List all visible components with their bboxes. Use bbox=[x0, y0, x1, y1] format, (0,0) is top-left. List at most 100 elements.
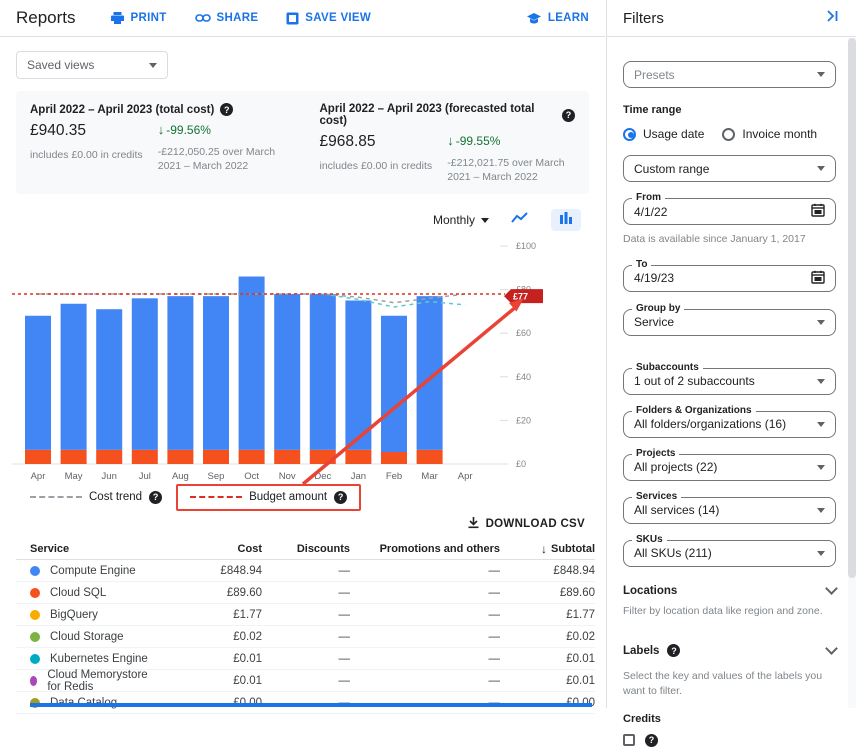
series-color-dot bbox=[30, 566, 40, 576]
printer-icon bbox=[110, 11, 125, 25]
scrollbar-thumb[interactable] bbox=[848, 38, 856, 578]
cost-chart-section: £0£20£40£60£80£100AprMayJunJulAugSepOctN… bbox=[0, 232, 605, 512]
compare-note: -£212,050.25 over March 2021 – March 202… bbox=[158, 145, 286, 173]
svg-text:£40: £40 bbox=[516, 372, 531, 382]
column-discounts[interactable]: Discounts bbox=[262, 543, 350, 555]
labels-section-toggle[interactable]: Labels bbox=[623, 644, 836, 657]
chart-controls: Monthly bbox=[24, 208, 581, 232]
to-date-field[interactable]: To 4/19/23 bbox=[623, 265, 836, 292]
save-view-button[interactable]: SAVE VIEW bbox=[286, 12, 371, 25]
calendar-icon[interactable] bbox=[811, 203, 825, 220]
svg-text:Apr: Apr bbox=[31, 471, 46, 482]
card-title: April 2022 – April 2023 (total cost) bbox=[30, 104, 214, 116]
svg-text:Aug: Aug bbox=[172, 471, 189, 482]
svg-text:May: May bbox=[65, 471, 83, 482]
locations-section-toggle[interactable]: Locations bbox=[623, 585, 836, 597]
labels-note: Select the key and values of the labels … bbox=[623, 669, 836, 698]
download-csv-button[interactable]: DOWNLOAD CSV bbox=[467, 516, 585, 532]
compare-note: -£212,021.75 over March 2021 – March 202… bbox=[447, 156, 575, 184]
saved-views-select[interactable]: Saved views bbox=[16, 51, 168, 79]
change-percent: -99.55% bbox=[456, 134, 501, 148]
total-cost-card: April 2022 – April 2023 (total cost) £94… bbox=[30, 103, 286, 184]
column-subtotal[interactable]: Subtotal bbox=[500, 542, 595, 556]
range-type-select[interactable]: Custom range bbox=[623, 155, 836, 182]
svg-text:£20: £20 bbox=[516, 416, 531, 426]
svg-text:Jul: Jul bbox=[139, 471, 151, 482]
download-icon bbox=[467, 516, 480, 532]
change-percent: -99.56% bbox=[166, 123, 211, 137]
services-table-body: Compute Engine £848.94 — — £848.94 Cloud… bbox=[16, 560, 595, 714]
help-icon[interactable] bbox=[149, 491, 162, 504]
graduation-cap-icon bbox=[526, 12, 542, 25]
services-select[interactable]: Services All services (14) bbox=[623, 497, 836, 524]
reports-panel: Reports PRINT SHARE SAVE VIEW LEARN Save… bbox=[0, 0, 605, 708]
column-promotions[interactable]: Promotions and others bbox=[350, 543, 500, 555]
svg-text:£100: £100 bbox=[516, 241, 536, 251]
table-row[interactable]: Cloud Memorystore for Redis £0.01 — — £0… bbox=[16, 670, 595, 692]
table-row[interactable]: Cloud SQL £89.60 — — £89.60 bbox=[16, 582, 595, 604]
series-color-dot bbox=[30, 588, 40, 598]
filters-scrollbar[interactable] bbox=[848, 38, 856, 708]
help-icon[interactable] bbox=[220, 103, 233, 116]
svg-text:Sep: Sep bbox=[208, 471, 225, 482]
table-row[interactable]: Cloud Storage £0.02 — — £0.02 bbox=[16, 626, 595, 648]
cost-chart[interactable]: £0£20£40£60£80£100AprMayJunJulAugSepOctN… bbox=[0, 232, 600, 482]
svg-text:Nov: Nov bbox=[279, 471, 296, 482]
chart-legend: Cost trend Budget amount bbox=[0, 482, 605, 512]
line-chart-icon bbox=[511, 211, 529, 229]
credits-checkbox-row bbox=[623, 734, 836, 747]
folders-organizations-select[interactable]: Folders & Organizations All folders/orga… bbox=[623, 411, 836, 438]
svg-text:Apr: Apr bbox=[458, 471, 473, 482]
filters-panel: Filters Presets Time range Usage date In… bbox=[606, 0, 856, 708]
chevron-down-icon bbox=[825, 582, 838, 595]
subaccounts-select[interactable]: Subaccounts 1 out of 2 subaccounts bbox=[623, 368, 836, 395]
credits-label: Credits bbox=[623, 713, 836, 725]
locations-note: Filter by location data like region and … bbox=[623, 604, 836, 619]
sort-descending-icon bbox=[541, 542, 547, 556]
help-icon[interactable] bbox=[645, 734, 658, 747]
from-date-field[interactable]: From 4/1/22 bbox=[623, 198, 836, 225]
group-by-select[interactable]: Group by Service bbox=[623, 309, 836, 336]
table-row[interactable]: BigQuery £1.77 — — £1.77 bbox=[16, 604, 595, 626]
projects-select[interactable]: Projects All projects (22) bbox=[623, 454, 836, 481]
invoice-month-radio[interactable]: Invoice month bbox=[722, 127, 817, 141]
share-button[interactable]: SHARE bbox=[195, 12, 259, 24]
link-icon bbox=[195, 12, 211, 24]
presets-select[interactable]: Presets bbox=[623, 61, 836, 88]
credits-checkbox[interactable] bbox=[623, 734, 635, 746]
svg-text:£0: £0 bbox=[516, 459, 526, 469]
table-row[interactable]: Compute Engine £848.94 — — £848.94 bbox=[16, 560, 595, 582]
svg-text:£77: £77 bbox=[513, 292, 528, 302]
radio-unselected-icon bbox=[722, 128, 735, 141]
svg-text:Jun: Jun bbox=[102, 471, 117, 482]
interval-select[interactable]: Monthly bbox=[433, 213, 489, 227]
chevron-down-icon bbox=[817, 320, 825, 325]
help-icon[interactable] bbox=[334, 491, 347, 504]
chevron-down-icon bbox=[817, 508, 825, 513]
chevron-down-icon bbox=[817, 72, 825, 77]
help-icon[interactable] bbox=[667, 644, 680, 657]
column-service[interactable]: Service bbox=[16, 543, 157, 555]
bar-chart-toggle[interactable] bbox=[551, 209, 581, 231]
chevron-down-icon bbox=[817, 551, 825, 556]
collapse-panel-icon[interactable] bbox=[824, 9, 840, 28]
usage-date-radio[interactable]: Usage date bbox=[623, 127, 704, 141]
skus-select[interactable]: SKUs All SKUs (211) bbox=[623, 540, 836, 567]
svg-text:Dec: Dec bbox=[314, 471, 331, 482]
table-row[interactable]: Kubernetes Engine £0.01 — — £0.01 bbox=[16, 648, 595, 670]
print-button[interactable]: PRINT bbox=[110, 11, 167, 25]
line-chart-toggle[interactable] bbox=[505, 209, 535, 231]
chevron-down-icon bbox=[817, 422, 825, 427]
calendar-icon[interactable] bbox=[811, 270, 825, 287]
column-cost[interactable]: Cost bbox=[157, 543, 262, 555]
learn-button[interactable]: LEARN bbox=[526, 12, 589, 25]
trend-down-icon bbox=[158, 122, 165, 137]
radio-selected-icon bbox=[623, 128, 636, 141]
services-table: Service Cost Discounts Promotions and ot… bbox=[16, 538, 595, 714]
cost-summary-cards: April 2022 – April 2023 (total cost) £94… bbox=[16, 91, 589, 194]
help-icon[interactable] bbox=[562, 109, 575, 122]
bottom-scroll-indicator[interactable] bbox=[30, 703, 592, 707]
filters-title: Filters bbox=[623, 10, 664, 27]
total-cost-amount: £940.35 bbox=[30, 122, 158, 140]
filters-header: Filters bbox=[607, 0, 856, 37]
